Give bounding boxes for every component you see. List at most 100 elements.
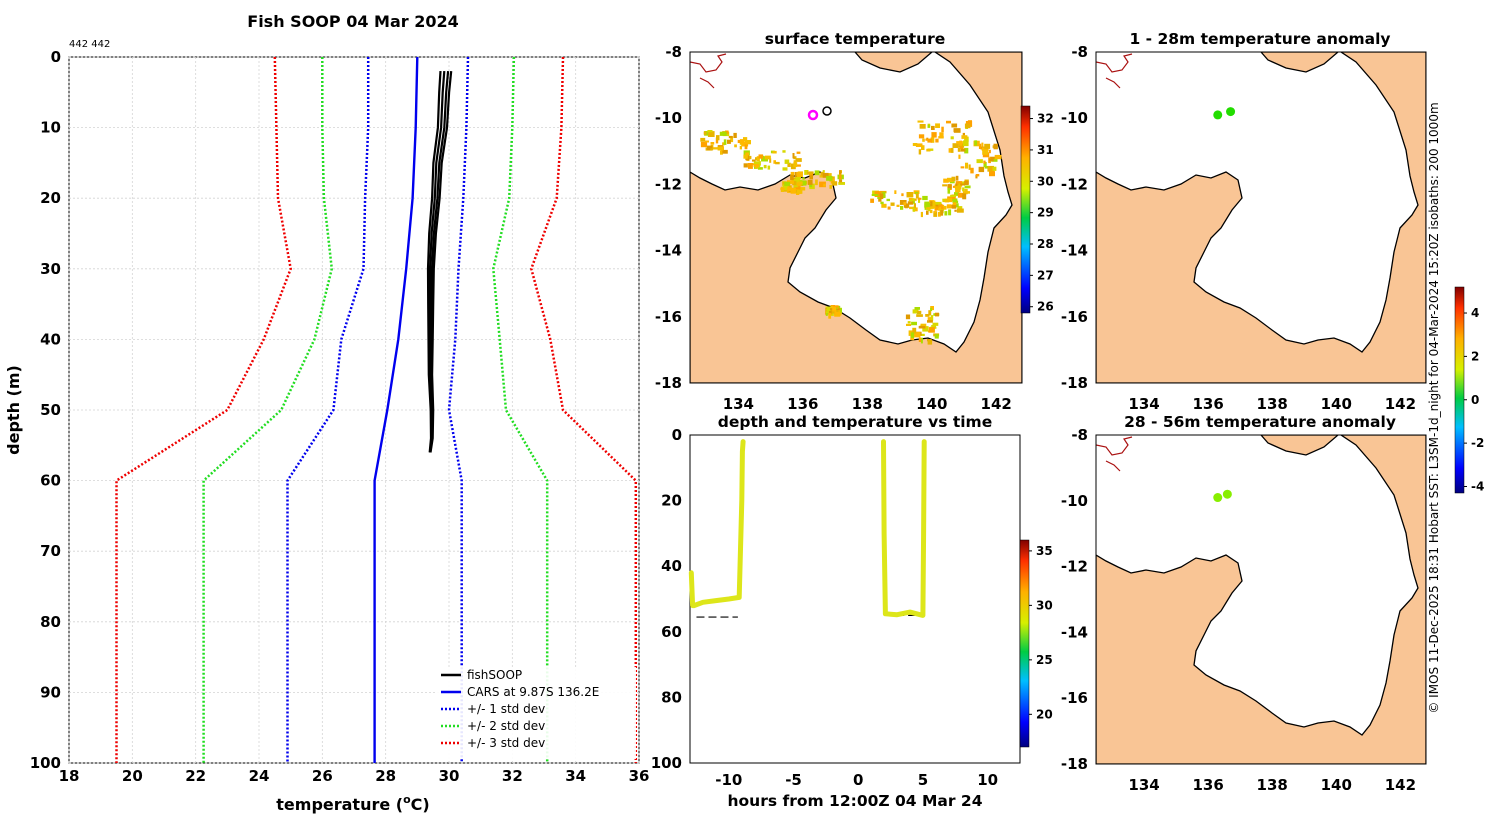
sst-patch xyxy=(906,192,914,198)
sst-patch xyxy=(832,306,837,312)
sst-patch xyxy=(796,171,803,177)
series--1-std-dev xyxy=(286,57,370,763)
sst-patch xyxy=(939,132,944,139)
sst-patch xyxy=(964,185,971,189)
sst-patch xyxy=(950,194,957,197)
sst-patch xyxy=(950,136,954,140)
colorbar-tick-label: 35 xyxy=(1036,544,1053,558)
sst-patch xyxy=(927,317,933,321)
sst-patch xyxy=(965,162,969,169)
sst-patch xyxy=(942,198,946,202)
sst-patch xyxy=(954,203,959,208)
sst-patch xyxy=(955,183,958,186)
sst-patch xyxy=(947,197,953,203)
sst-patch xyxy=(962,132,965,136)
sst-patch xyxy=(952,143,959,148)
sst-patch xyxy=(938,211,941,217)
sst-patch xyxy=(767,165,771,170)
series--1-std-dev xyxy=(447,56,470,763)
sst-patch xyxy=(994,154,1002,160)
sst-patch xyxy=(960,166,965,169)
sst-patch xyxy=(928,327,935,333)
sst-patch xyxy=(896,204,900,207)
lat-tick-label: -12 xyxy=(1061,175,1088,193)
y-tick-label: 70 xyxy=(40,542,61,560)
sst-patch xyxy=(915,193,919,199)
colorbar-tick-label: 30 xyxy=(1036,598,1053,612)
sst-patch xyxy=(784,159,790,164)
sst-patch xyxy=(914,331,921,338)
sst-patch xyxy=(925,314,930,317)
sst-patch xyxy=(878,198,882,202)
sst-colorbar xyxy=(1020,105,1031,314)
sst-patch xyxy=(757,167,763,170)
series-cars-at-9-87s-136-2e xyxy=(373,56,419,763)
lon-tick-label: 136 xyxy=(1192,395,1223,413)
sst-patch xyxy=(710,142,715,145)
sst-patch xyxy=(964,188,968,195)
sst-patch xyxy=(822,172,829,178)
sst-patch xyxy=(958,154,961,159)
sst-patch xyxy=(835,307,840,311)
x-tick-label: 20 xyxy=(122,767,143,785)
sst-patch xyxy=(793,162,798,168)
time-series-colorbar-ticks: 20 25 30 35 xyxy=(1029,544,1053,721)
sst-patch xyxy=(899,200,907,205)
sst-patch xyxy=(967,120,972,125)
sst-patch xyxy=(934,334,939,339)
sst-patch xyxy=(730,136,734,143)
sst-patch xyxy=(975,174,978,179)
colorbar-tick-label: 0 xyxy=(1471,393,1479,407)
sst-patch xyxy=(796,189,803,194)
sst-patch xyxy=(976,159,983,164)
sst-patch xyxy=(828,173,832,178)
y-tick-label: 80 xyxy=(661,688,682,706)
lat-tick-label: -14 xyxy=(1061,623,1088,641)
sst-patch xyxy=(819,181,826,188)
sst-patch xyxy=(955,181,962,184)
sst-map-title: surface temperature xyxy=(765,30,946,48)
sst-patch xyxy=(798,181,803,185)
sst-patch xyxy=(716,135,720,141)
sst-patch xyxy=(963,140,969,147)
anomaly-map-1-points xyxy=(1213,107,1236,120)
lon-tick-label: 138 xyxy=(1257,395,1288,413)
sst-patch xyxy=(820,171,824,176)
sst-patch xyxy=(915,143,923,147)
sst-patch xyxy=(881,194,886,198)
sst-patch xyxy=(704,140,709,143)
sst-patch xyxy=(748,155,752,160)
sst-patch xyxy=(796,151,801,154)
series--2-std-dev xyxy=(202,57,334,763)
anomaly-map-1-panel: 1 - 28m temperature anomaly 134 136 138 140… xyxy=(1061,30,1484,493)
sst-patch xyxy=(881,203,887,208)
series--2-std-dev xyxy=(492,56,549,763)
land-northeast xyxy=(854,52,933,73)
sst-patch xyxy=(739,145,742,150)
sst-patch xyxy=(834,311,841,317)
sst-patch xyxy=(790,174,794,180)
sst-patch xyxy=(912,327,917,334)
x-tick-label: 30 xyxy=(439,767,460,785)
lon-tick-label: 142 xyxy=(1385,395,1416,413)
sst-patch xyxy=(922,326,929,332)
sst-patch xyxy=(947,177,954,182)
sst-patch xyxy=(743,163,748,168)
sst-patch xyxy=(748,163,753,169)
sst-patch xyxy=(978,166,985,173)
sst-patch xyxy=(943,205,947,210)
sst-patch xyxy=(982,149,989,155)
sst-patch xyxy=(715,137,719,144)
x-tick-label: 0 xyxy=(853,771,863,789)
sst-patch xyxy=(792,153,795,159)
sst-patch xyxy=(795,158,802,162)
colorbar-tick-label: 29 xyxy=(1037,206,1054,220)
sst-patch xyxy=(929,209,933,214)
sst-patch xyxy=(828,312,832,319)
lat-tick-label: -14 xyxy=(1061,242,1088,260)
sst-patch xyxy=(935,123,940,128)
sst-patch xyxy=(927,124,931,128)
sst-patch xyxy=(722,149,728,154)
sst-patch xyxy=(925,202,931,206)
colorbar-tick-label: 31 xyxy=(1037,143,1054,157)
